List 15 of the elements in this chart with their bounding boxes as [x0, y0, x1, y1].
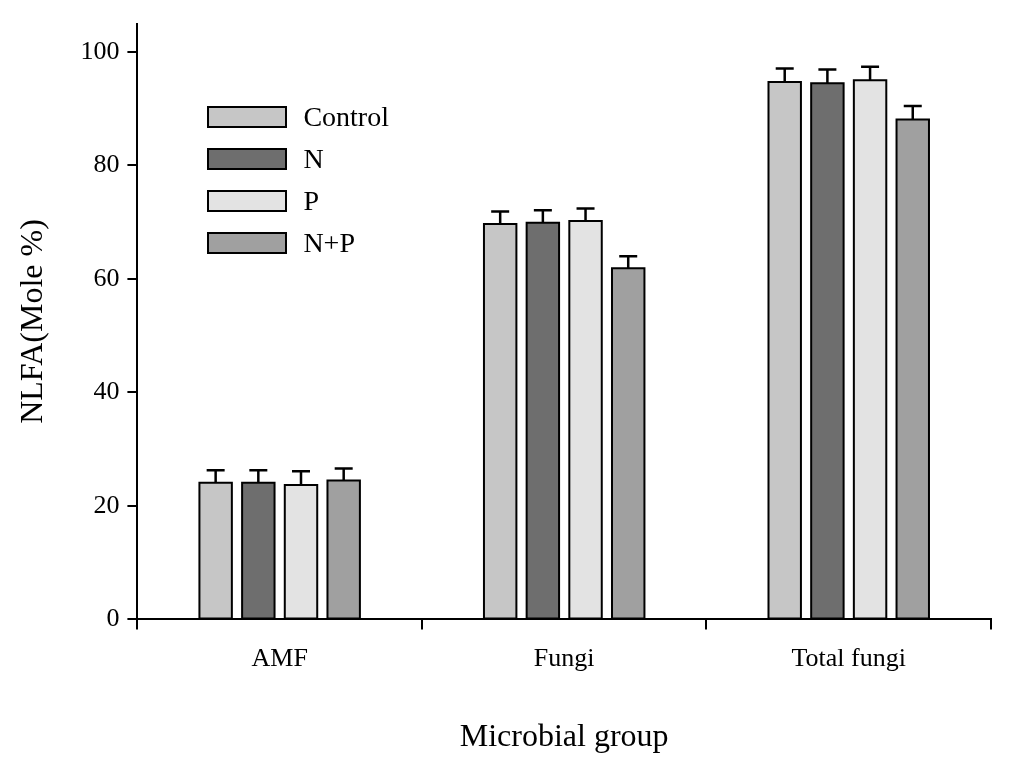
legend-label: N	[303, 142, 324, 175]
y-tick-label: 100	[80, 35, 120, 65]
x-axis-title: Microbial group	[459, 717, 669, 754]
x-tick-label: Fungi	[533, 642, 595, 672]
legend-label: P	[303, 184, 319, 217]
y-tick-label: 60	[93, 262, 120, 292]
y-tick-label: 40	[93, 376, 120, 406]
x-tick-label: Total fungi	[791, 642, 906, 672]
x-tick-label: AMF	[251, 642, 308, 672]
y-tick-label: 20	[93, 489, 120, 519]
y-tick-label: 0	[106, 603, 120, 633]
legend-label: Control	[303, 100, 389, 133]
legend-label: N+P	[303, 226, 355, 259]
y-axis-title: NLFA(Mole %)	[12, 219, 49, 424]
y-tick-label: 80	[93, 149, 120, 179]
